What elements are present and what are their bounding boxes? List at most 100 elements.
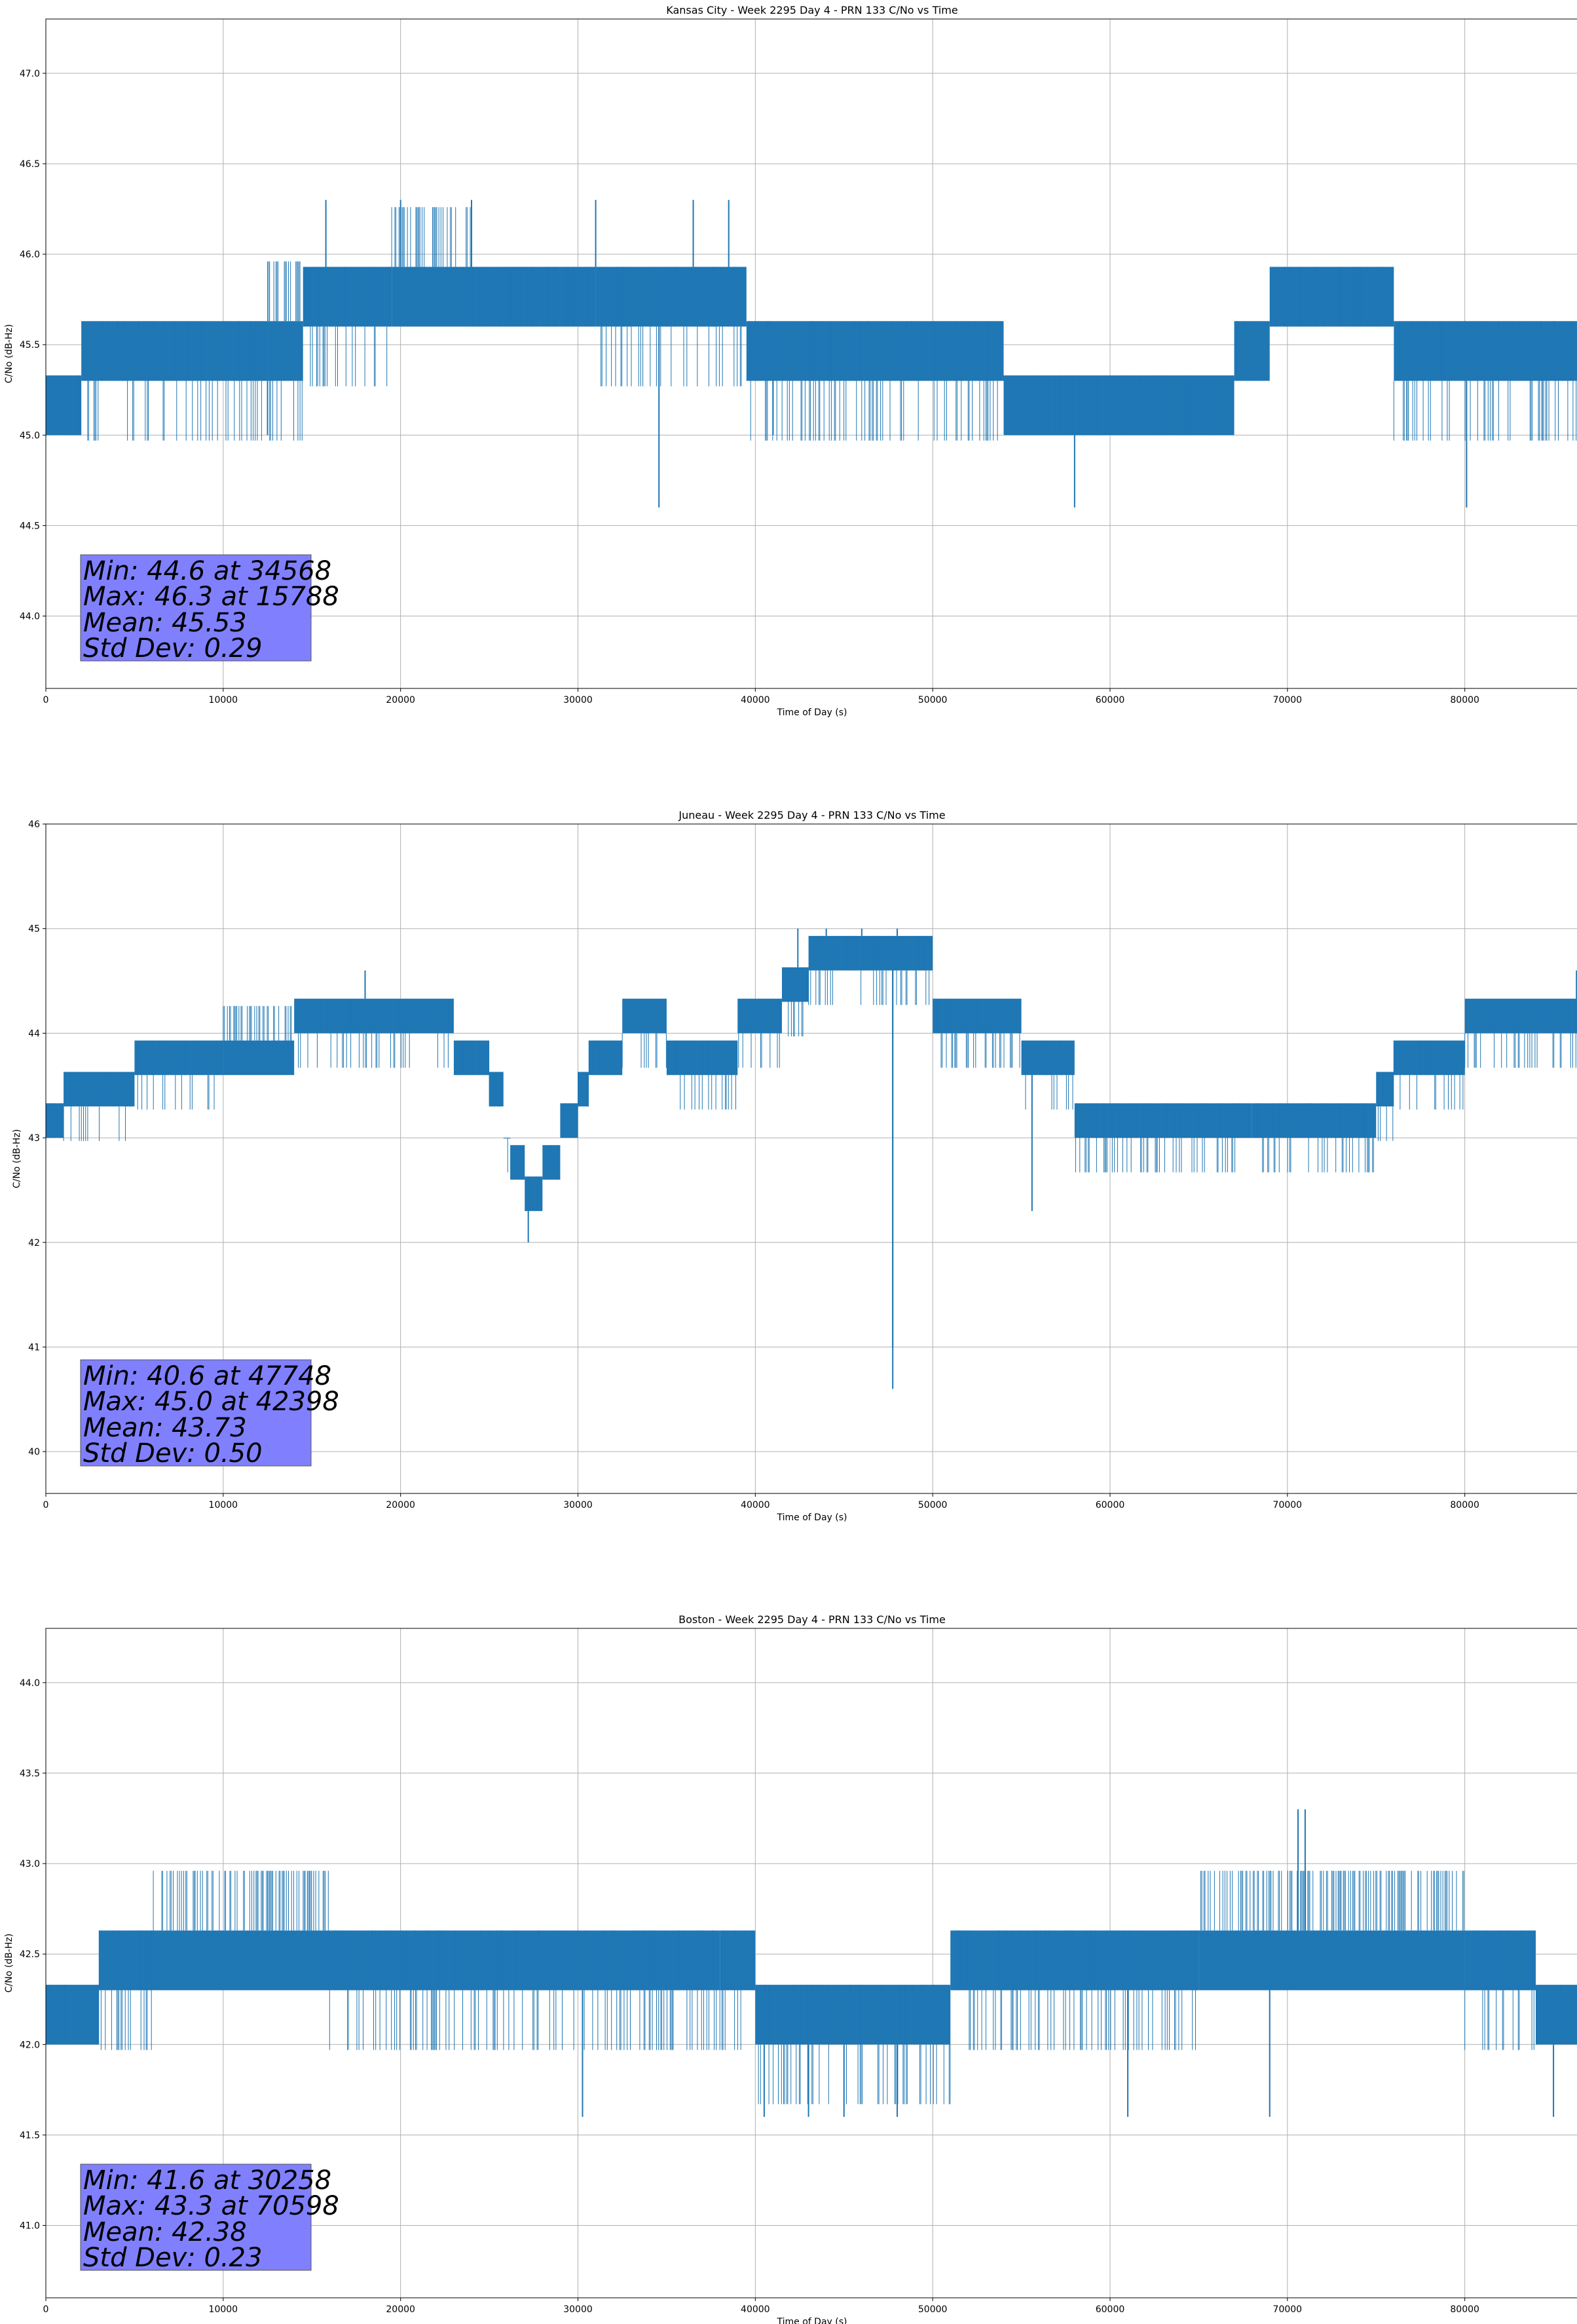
chart-title: Kansas City - Week 2295 Day 4 - PRN 133 … bbox=[666, 4, 957, 16]
y-tick-label: 41 bbox=[28, 1342, 40, 1353]
data-band bbox=[622, 998, 667, 1034]
x-tick-label: 30000 bbox=[563, 1500, 593, 1510]
x-axis-label: Time of Day (s) bbox=[777, 707, 847, 718]
data-band bbox=[1021, 1040, 1075, 1076]
y-axis-label: C/No (dB-Hz) bbox=[4, 324, 14, 383]
data-band bbox=[595, 267, 747, 327]
x-tick-label: 60000 bbox=[1096, 1500, 1125, 1510]
data-band bbox=[1003, 375, 1234, 436]
data-line bbox=[46, 935, 1577, 1211]
data-band bbox=[950, 1930, 969, 1991]
data-band bbox=[46, 1985, 100, 2045]
y-tick-label: 42 bbox=[28, 1238, 40, 1248]
data-band bbox=[1464, 998, 1577, 1034]
x-tick-label: 20000 bbox=[386, 695, 415, 705]
stat-min: Min: 41.6 at 30258 bbox=[83, 2165, 331, 2196]
data-band bbox=[781, 967, 809, 1002]
data-band bbox=[223, 1040, 295, 1076]
chart-title: Juneau - Week 2295 Day 4 - PRN 133 C/No … bbox=[678, 809, 945, 821]
x-axis-ticks: 0 10000 20000 30000 40000 50000 60000 70000 8000… bbox=[43, 2298, 1479, 2315]
data-series bbox=[46, 200, 1577, 508]
x-axis-ticks: 0 10000 20000 30000 40000 50000 60000 70000 8000… bbox=[43, 1493, 1479, 1510]
y-tick-label: 44 bbox=[28, 1028, 40, 1039]
stats-box: Min: 40.6 at 47748 Max: 45.0 at 42398 Me… bbox=[80, 1359, 339, 1469]
stat-std-dev: Std Dev: 0.50 bbox=[83, 1438, 263, 1469]
x-tick-label: 10000 bbox=[209, 2304, 238, 2315]
y-tick-label: 45 bbox=[28, 924, 40, 935]
x-tick-label: 40000 bbox=[741, 695, 770, 705]
y-tick-label: 46.5 bbox=[20, 159, 40, 170]
data-band bbox=[525, 1176, 543, 1211]
plot-frame bbox=[45, 18, 1577, 689]
stats-box-background bbox=[80, 554, 312, 662]
y-tick-label: 46 bbox=[28, 819, 40, 830]
x-tick-label: 70000 bbox=[1273, 695, 1303, 705]
x-tick-label: 60000 bbox=[1096, 2304, 1125, 2315]
data-band bbox=[542, 1145, 561, 1180]
y-tick-label: 46.0 bbox=[20, 250, 40, 260]
plot-frame bbox=[45, 823, 1577, 1494]
stats-box: Min: 41.6 at 30258 Max: 43.3 at 70598 Me… bbox=[80, 2164, 339, 2273]
y-tick-label: 43.5 bbox=[20, 1769, 40, 1779]
data-band bbox=[588, 1040, 623, 1076]
stats-box-background bbox=[80, 2164, 312, 2271]
data-band bbox=[755, 1985, 951, 2045]
data-band bbox=[64, 1072, 135, 1107]
stat-mean: Mean: 45.53 bbox=[83, 608, 247, 638]
y-tick-label: 44.0 bbox=[20, 1678, 40, 1689]
stat-std-dev: Std Dev: 0.29 bbox=[83, 633, 263, 664]
y-tick-label: 42.0 bbox=[20, 2040, 40, 2050]
data-band bbox=[1376, 1072, 1394, 1107]
chart-panel-kansas-city: Kansas City - Week 2295 Day 4 - PRN 133 … bbox=[4, 4, 1577, 718]
x-tick-label: 60000 bbox=[1096, 695, 1125, 705]
data-band bbox=[267, 321, 303, 381]
data-band bbox=[1234, 321, 1270, 381]
data-band bbox=[152, 1930, 330, 1991]
y-tick-label: 47.0 bbox=[20, 69, 40, 79]
data-band bbox=[578, 1072, 589, 1107]
y-axis-label: C/No (dB-Hz) bbox=[4, 1934, 14, 1993]
data-band bbox=[968, 321, 1004, 381]
y-axis-ticks: 41.0 41.5 42.0 42.5 43.0 43.5 44.0 bbox=[20, 1678, 46, 2232]
x-tick-label: 0 bbox=[43, 2304, 49, 2315]
data-band bbox=[720, 1930, 756, 1991]
x-tick-label: 50000 bbox=[918, 695, 948, 705]
y-tick-label: 40 bbox=[28, 1447, 40, 1457]
x-tick-label: 70000 bbox=[1273, 1500, 1303, 1510]
x-axis-ticks: 0 10000 20000 30000 40000 50000 60000 70000 8000… bbox=[43, 688, 1479, 705]
stat-mean: Mean: 42.38 bbox=[83, 2217, 247, 2247]
x-tick-label: 0 bbox=[43, 1500, 49, 1510]
chart-panel-juneau: Juneau - Week 2295 Day 4 - PRN 133 C/No … bbox=[12, 809, 1577, 1523]
y-tick-label: 42.5 bbox=[20, 1949, 40, 1960]
x-tick-label: 10000 bbox=[209, 1500, 238, 1510]
data-band bbox=[1394, 1040, 1465, 1076]
x-tick-label: 70000 bbox=[1273, 2304, 1303, 2315]
x-tick-label: 0 bbox=[43, 695, 49, 705]
data-band bbox=[329, 1930, 720, 1991]
y-tick-label: 41.5 bbox=[20, 2130, 40, 2141]
y-tick-label: 43 bbox=[28, 1133, 40, 1144]
plot-frame bbox=[45, 1628, 1577, 2298]
stat-min: Min: 44.6 at 34568 bbox=[83, 556, 331, 586]
x-tick-label: 80000 bbox=[1450, 695, 1479, 705]
x-tick-label: 50000 bbox=[918, 2304, 948, 2315]
stats-box: Min: 44.6 at 34568 Max: 46.3 at 15788 Me… bbox=[80, 554, 339, 664]
data-band bbox=[560, 1103, 578, 1138]
x-tick-label: 10000 bbox=[209, 695, 238, 705]
y-axis-ticks: 40 41 42 43 44 45 46 bbox=[28, 819, 46, 1457]
data-line bbox=[47, 1871, 1561, 2105]
data-band bbox=[1252, 1103, 1377, 1138]
x-tick-label: 40000 bbox=[741, 2304, 770, 2315]
data-line bbox=[52, 207, 1577, 441]
x-axis-label: Time of Day (s) bbox=[777, 1512, 847, 1523]
data-band bbox=[1536, 1985, 1577, 2045]
data-band bbox=[1074, 1103, 1252, 1138]
x-axis-label: Time of Day (s) bbox=[777, 2317, 847, 2324]
y-tick-label: 45.5 bbox=[20, 340, 40, 350]
y-tick-label: 44.5 bbox=[20, 521, 40, 531]
x-tick-label: 20000 bbox=[386, 2304, 415, 2315]
data-band bbox=[46, 375, 82, 436]
stat-max: Max: 43.3 at 70598 bbox=[83, 2191, 339, 2221]
y-tick-label: 43.0 bbox=[20, 1859, 40, 1869]
x-tick-label: 30000 bbox=[563, 2304, 593, 2315]
